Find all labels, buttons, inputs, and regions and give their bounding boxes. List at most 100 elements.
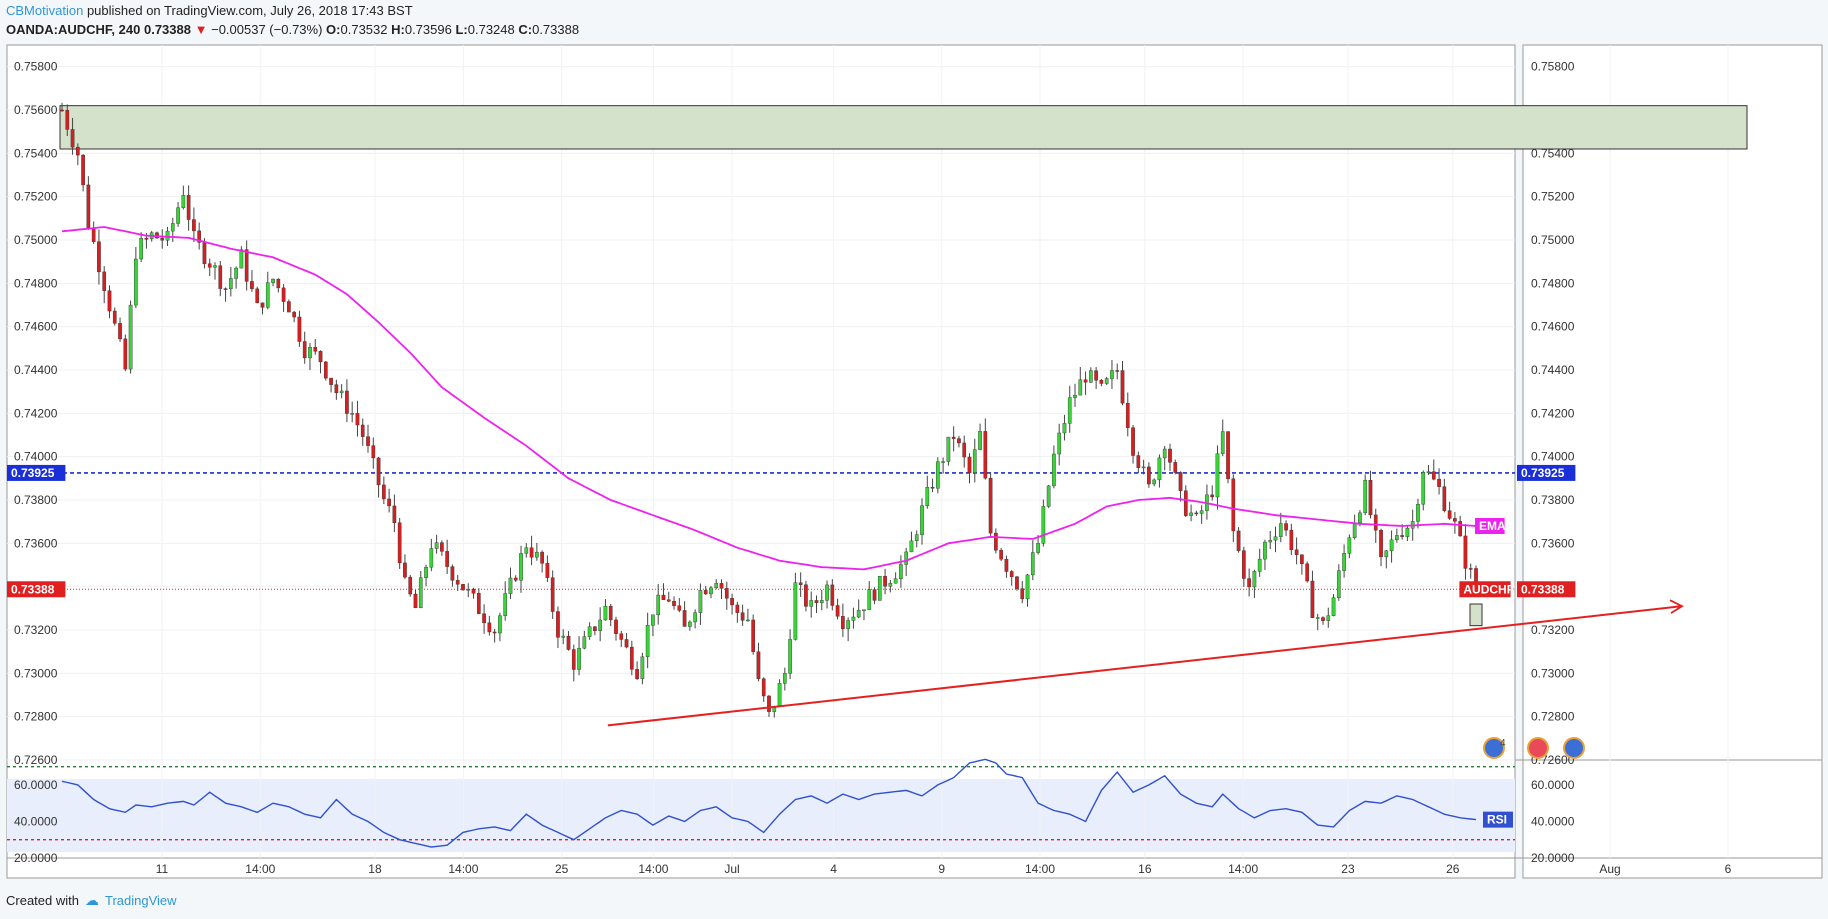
candle-up[interactable] xyxy=(825,584,829,601)
candle-down[interactable] xyxy=(1379,529,1383,558)
candle-up[interactable] xyxy=(978,431,982,450)
candle-up[interactable] xyxy=(1052,453,1056,487)
candle-up[interactable] xyxy=(693,612,697,623)
candle-up[interactable] xyxy=(788,639,792,674)
candle-down[interactable] xyxy=(1310,580,1315,618)
candle-down[interactable] xyxy=(1094,370,1098,381)
resistance-zone[interactable] xyxy=(59,105,1748,150)
candle-down[interactable] xyxy=(635,669,639,679)
candle-down[interactable] xyxy=(281,287,286,302)
candle-down[interactable] xyxy=(192,219,196,232)
candle-up[interactable] xyxy=(1062,423,1067,434)
candle-up[interactable] xyxy=(1257,558,1262,572)
candle-down[interactable] xyxy=(408,576,413,595)
candle-up[interactable] xyxy=(181,195,186,208)
candle-down[interactable] xyxy=(1083,379,1088,383)
candle-up[interactable] xyxy=(1141,466,1146,469)
candle-up[interactable] xyxy=(909,540,914,553)
candle-up[interactable] xyxy=(1342,553,1346,571)
candle-up[interactable] xyxy=(1073,394,1077,398)
candle-up[interactable] xyxy=(561,635,566,638)
candle-up[interactable] xyxy=(139,238,143,260)
event-icon[interactable] xyxy=(1527,737,1549,759)
candle-down[interactable] xyxy=(207,263,212,268)
candle-down[interactable] xyxy=(112,310,117,324)
candle-down[interactable] xyxy=(292,311,296,318)
candle-down[interactable] xyxy=(397,522,402,564)
candle-down[interactable] xyxy=(751,619,756,652)
candle-down[interactable] xyxy=(1125,402,1130,428)
candle-up[interactable] xyxy=(1089,370,1093,383)
candle-down[interactable] xyxy=(661,594,666,600)
candle-up[interactable] xyxy=(339,390,344,394)
tradingview-logo-icon[interactable]: ☁ xyxy=(84,892,99,908)
candle-down[interactable] xyxy=(387,498,391,507)
candle-up[interactable] xyxy=(867,589,872,610)
candle-up[interactable] xyxy=(466,588,471,591)
candle-up[interactable] xyxy=(1215,453,1220,498)
candle-up[interactable] xyxy=(1331,597,1336,616)
candle-down[interactable] xyxy=(983,431,988,479)
candle-down[interactable] xyxy=(830,584,835,606)
candle-up[interactable] xyxy=(1395,535,1399,541)
candle-up[interactable] xyxy=(1104,378,1109,384)
candle-up[interactable] xyxy=(941,461,945,463)
candle-down[interactable] xyxy=(487,622,492,633)
candle-down[interactable] xyxy=(566,635,571,650)
candle-up[interactable] xyxy=(936,461,940,489)
candle-down[interactable] xyxy=(455,580,460,585)
candle-down[interactable] xyxy=(608,605,613,621)
candle-down[interactable] xyxy=(223,288,228,290)
candle-down[interactable] xyxy=(761,678,766,697)
candle-down[interactable] xyxy=(1120,370,1125,404)
event-icon[interactable] xyxy=(1563,737,1585,759)
candle-up[interactable] xyxy=(1358,512,1362,524)
candle-down[interactable] xyxy=(65,109,70,130)
candle-up[interactable] xyxy=(914,534,919,542)
candle-down[interactable] xyxy=(1168,448,1172,463)
candle-down[interactable] xyxy=(1305,563,1309,582)
candle-down[interactable] xyxy=(1442,486,1447,511)
candle-up[interactable] xyxy=(229,278,233,290)
candle-down[interactable] xyxy=(160,237,165,241)
candle-down[interactable] xyxy=(461,584,465,591)
rsi-line[interactable] xyxy=(61,758,1477,848)
candle-down[interactable] xyxy=(804,584,808,607)
event-icon[interactable] xyxy=(1483,737,1505,759)
candle-up[interactable] xyxy=(862,609,866,611)
candle-up[interactable] xyxy=(1189,512,1193,516)
candle-down[interactable] xyxy=(107,290,112,312)
candle-up[interactable] xyxy=(846,620,850,630)
candle-up[interactable] xyxy=(429,548,434,568)
candle-up[interactable] xyxy=(350,413,355,415)
candle-down[interactable] xyxy=(244,249,249,282)
candle-down[interactable] xyxy=(930,487,935,489)
candle-down[interactable] xyxy=(250,281,254,290)
candle-up[interactable] xyxy=(1110,370,1114,379)
candle-down[interactable] xyxy=(1368,479,1373,516)
candle-down[interactable] xyxy=(798,582,803,586)
candle-up[interactable] xyxy=(176,207,180,224)
candle-down[interactable] xyxy=(1020,588,1025,600)
candle-down[interactable] xyxy=(355,413,360,426)
candle-down[interactable] xyxy=(118,323,122,340)
candle-up[interactable] xyxy=(1157,457,1162,481)
candle-down[interactable] xyxy=(403,562,407,578)
candle-up[interactable] xyxy=(503,593,508,616)
candle-down[interactable] xyxy=(313,347,318,352)
candle-down[interactable] xyxy=(719,583,724,589)
candle-down[interactable] xyxy=(1453,518,1457,522)
candle-up[interactable] xyxy=(746,619,750,622)
candle-down[interactable] xyxy=(1431,471,1436,480)
candle-up[interactable] xyxy=(1416,503,1420,522)
candle-down[interactable] xyxy=(287,301,291,313)
candle-down[interactable] xyxy=(329,377,333,385)
candle-up[interactable] xyxy=(899,564,903,579)
candle-down[interactable] xyxy=(767,695,771,712)
candle-down[interactable] xyxy=(550,577,555,612)
candle-up[interactable] xyxy=(645,625,650,658)
candle-down[interactable] xyxy=(144,238,149,240)
candle-down[interactable] xyxy=(323,361,328,379)
candle-down[interactable] xyxy=(382,484,386,500)
candle-down[interactable] xyxy=(1131,427,1135,456)
